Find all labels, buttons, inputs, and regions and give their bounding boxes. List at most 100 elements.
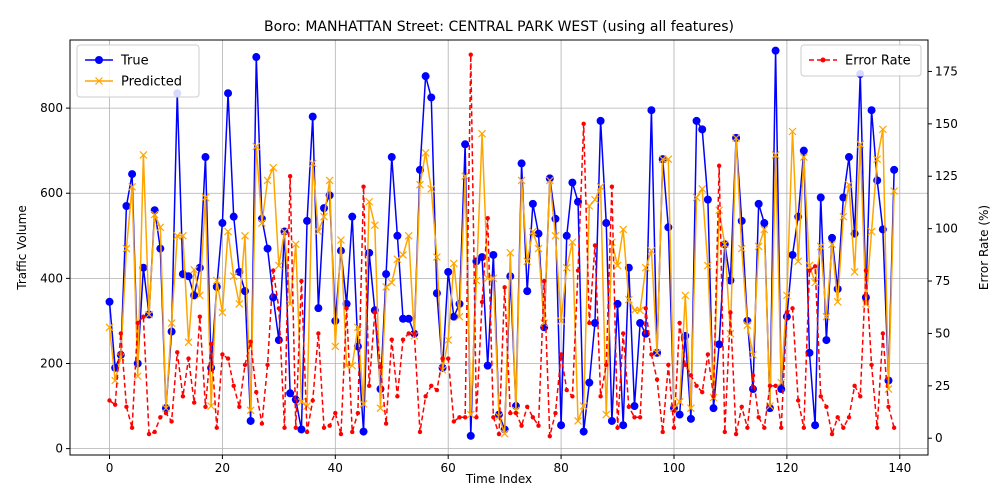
data-point bbox=[457, 415, 462, 420]
x-tick-label: 40 bbox=[328, 461, 343, 475]
data-point bbox=[105, 297, 114, 306]
data-point bbox=[760, 219, 769, 228]
series-predicted bbox=[105, 125, 899, 438]
data-point bbox=[762, 425, 767, 430]
data-point bbox=[361, 184, 366, 189]
data-point bbox=[541, 278, 547, 284]
data-point bbox=[686, 404, 695, 413]
data-point bbox=[771, 150, 780, 159]
data-point bbox=[788, 127, 797, 136]
data-point bbox=[237, 404, 242, 409]
data-point bbox=[711, 394, 716, 399]
right-tick-label: 50 bbox=[935, 326, 950, 340]
data-point bbox=[873, 155, 882, 164]
data-point bbox=[468, 52, 473, 57]
data-point bbox=[519, 423, 524, 428]
x-axis-label: Time Index bbox=[465, 472, 532, 486]
data-point bbox=[867, 227, 876, 236]
data-point bbox=[370, 221, 379, 230]
data-point bbox=[852, 383, 857, 389]
data-point bbox=[596, 116, 605, 125]
data-point bbox=[620, 331, 626, 336]
data-point bbox=[733, 431, 739, 437]
data-point bbox=[720, 240, 729, 249]
right-axis-ticks: 0 25 50 75 100 125 150 175 bbox=[928, 64, 958, 445]
data-point bbox=[184, 272, 193, 281]
data-point bbox=[485, 215, 490, 221]
data-point bbox=[382, 282, 391, 291]
data-point bbox=[716, 163, 722, 168]
data-point bbox=[508, 410, 513, 416]
data-point bbox=[331, 342, 340, 351]
data-point bbox=[416, 180, 424, 189]
data-point bbox=[745, 425, 750, 430]
left-axis-ticks: 0 200 400 600 800 bbox=[40, 101, 70, 456]
data-point bbox=[434, 387, 440, 393]
data-point bbox=[856, 140, 865, 149]
left-axis-label: Traffic Volume bbox=[15, 205, 29, 291]
data-point bbox=[299, 278, 304, 284]
left-tick-label: 400 bbox=[40, 271, 63, 285]
data-point bbox=[224, 89, 233, 98]
data-point bbox=[822, 312, 831, 321]
data-point bbox=[427, 185, 436, 193]
data-point bbox=[666, 362, 671, 368]
data-point bbox=[615, 425, 620, 430]
data-point bbox=[660, 429, 665, 435]
data-point bbox=[491, 415, 496, 420]
data-point bbox=[739, 404, 744, 409]
data-point bbox=[641, 263, 650, 272]
data-point bbox=[500, 429, 509, 438]
data-point bbox=[466, 410, 475, 419]
data-point bbox=[647, 106, 656, 115]
legend-marker bbox=[820, 57, 826, 63]
data-point bbox=[587, 320, 592, 326]
x-axis-ticks: 0 20 40 60 80 100 120 140 bbox=[106, 455, 911, 475]
right-tick-label: 0 bbox=[935, 431, 943, 445]
grid bbox=[70, 40, 928, 455]
data-point bbox=[801, 425, 807, 430]
data-point bbox=[709, 404, 718, 413]
data-point bbox=[400, 337, 406, 342]
data-point bbox=[715, 206, 724, 215]
data-point bbox=[162, 404, 170, 413]
data-point bbox=[338, 431, 344, 437]
data-point bbox=[824, 404, 829, 409]
data-point bbox=[816, 193, 825, 202]
x-tick-label: 100 bbox=[663, 461, 686, 475]
data-point bbox=[235, 299, 244, 308]
data-point bbox=[839, 193, 848, 202]
data-point bbox=[517, 176, 526, 185]
data-point bbox=[585, 378, 594, 387]
data-point bbox=[816, 242, 825, 251]
data-point bbox=[269, 163, 278, 172]
data-point bbox=[703, 261, 712, 270]
data-point bbox=[525, 404, 530, 409]
data-point bbox=[254, 389, 259, 395]
data-point bbox=[286, 389, 295, 398]
data-point bbox=[344, 306, 349, 311]
data-point bbox=[818, 394, 823, 399]
data-point bbox=[794, 257, 803, 266]
data-point bbox=[440, 356, 445, 361]
data-point bbox=[630, 402, 639, 411]
data-point bbox=[320, 212, 328, 221]
data-point bbox=[592, 243, 598, 248]
data-point bbox=[383, 421, 389, 426]
data-point bbox=[107, 398, 112, 403]
data-point bbox=[624, 295, 633, 304]
data-point bbox=[308, 112, 317, 121]
data-point bbox=[145, 310, 153, 319]
data-point bbox=[551, 214, 560, 223]
data-point bbox=[291, 240, 300, 249]
data-point bbox=[833, 297, 842, 306]
x-tick-label: 120 bbox=[775, 461, 798, 475]
data-point bbox=[869, 362, 874, 368]
data-point bbox=[321, 425, 327, 430]
data-point bbox=[575, 268, 581, 273]
data-point bbox=[366, 383, 372, 389]
data-point bbox=[240, 287, 249, 296]
data-point bbox=[562, 231, 571, 240]
data-point bbox=[671, 425, 677, 430]
